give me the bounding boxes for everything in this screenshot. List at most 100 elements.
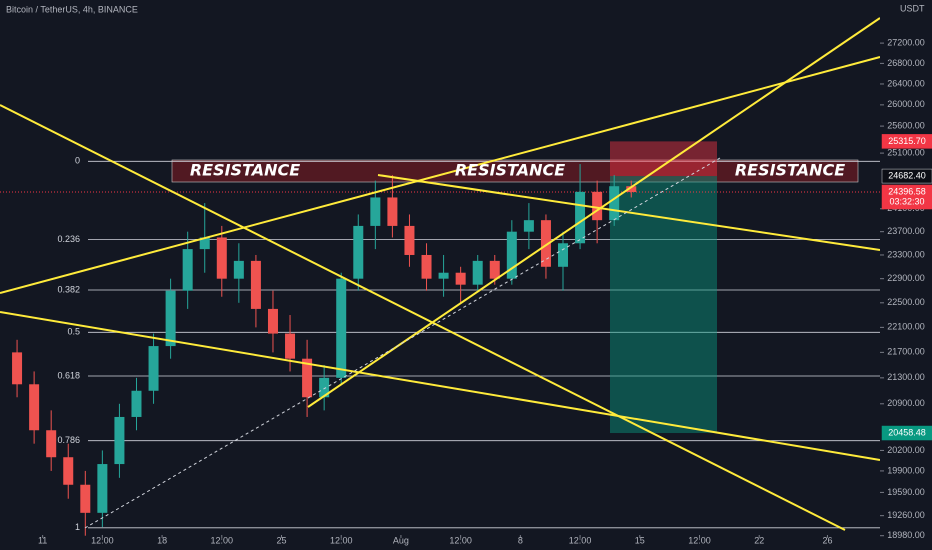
currency: USDT [900,3,925,13]
x-tick-label: 25 [276,535,286,545]
candle-body [540,220,551,267]
x-tick-label: 12:00 [211,535,234,545]
candle-body [506,231,517,279]
header-title: Bitcoin / TetherUS, 4h, BINANCE [6,4,138,14]
fib-label: 0.618 [57,370,80,380]
y-tick-label: 23300.00 [887,249,925,259]
candle-body [148,346,159,391]
y-tick-label: 22100.00 [887,322,925,332]
candle-body [302,358,313,398]
x-tick-label: 12:00 [449,535,472,545]
candle-body [592,191,603,221]
y-tick-label: 25600.00 [887,120,925,130]
candle-body [421,254,432,279]
price-tag-label: 24682.40 [888,170,926,180]
candle-body [267,308,278,334]
fib-label: 0.5 [67,327,80,337]
candle-body [114,416,125,465]
trend-line [377,174,881,251]
candle-body [336,278,347,378]
candle-body [609,186,620,221]
stop-zone [610,141,717,177]
trend-line [0,104,846,531]
candle-body [370,197,381,226]
y-tick-label: 25100.00 [887,147,925,157]
fib-label: 0 [75,156,80,166]
price-axis [880,0,932,550]
candle-body [319,377,330,398]
price-tag [881,425,932,441]
candle-body [63,457,74,485]
y-tick-label: 19590.00 [887,487,925,497]
x-tick-label: 12:00 [688,535,711,545]
candle-body [165,290,176,347]
price-tag [881,168,932,184]
candle-body [353,225,364,279]
candle-body [285,333,296,359]
resistance-label: RESISTANCE [735,161,845,180]
target-zone [610,176,717,434]
resistance-zone [171,159,859,183]
plot [12,164,637,536]
y-tick-label: 26000.00 [887,99,925,109]
candle-body [131,390,142,417]
candle-body [46,430,57,458]
fib-label: 0.236 [57,234,80,244]
x-tick-label: 8 [518,535,523,545]
y-tick-label: 20200.00 [887,445,925,455]
candle-body [216,237,227,279]
y-tick-label: 22900.00 [887,273,925,283]
candle-body [97,464,108,513]
resistance-label: RESISTANCE [455,161,565,180]
candle-body [438,272,449,279]
price-tag [881,134,932,149]
candle-body [455,272,466,285]
y-tick-label: 23700.00 [887,226,925,236]
y-tick-label: 21700.00 [887,347,925,357]
candle-body [575,191,586,244]
x-tick-label: 18 [157,535,167,545]
y-tick-label: 18980.00 [887,530,925,540]
x-tick-label: 12:00 [91,535,114,545]
price-tag-label: 25315.70 [888,136,926,146]
y-tick-label: 27200.00 [887,37,925,47]
y-tick-label: 19900.00 [887,465,925,475]
y-tick-label: 22500.00 [887,297,925,307]
y-tick-label: 26400.00 [887,78,925,88]
dashed-line [84,157,721,529]
y-tick-label: 21300.00 [887,372,925,382]
resistance-label: RESISTANCE [190,161,300,180]
fib-label: 0.382 [57,284,80,294]
candle-body [387,197,398,226]
price-tag-label: 20458.48 [888,427,926,437]
candle-body [29,384,40,431]
price-tag [881,184,932,210]
x-tick-label: 11 [38,535,47,545]
candle-body [233,260,244,279]
x-tick-label: 26 [822,535,832,545]
fib-label: 0.786 [57,435,80,445]
y-tick-label: 26800.00 [887,58,925,68]
trend-lines [0,17,881,531]
x-tick-label: 15 [635,535,645,545]
price-tag-label: 24396.58 [888,186,926,196]
x-tick-label: 22 [754,535,764,545]
x-tick-label: 12:00 [569,535,592,545]
candle-body [12,352,23,385]
trend-line [0,56,881,294]
candle-body [404,225,415,255]
candle-body [558,243,569,267]
fib-label: 1 [75,522,80,532]
y-tick-label: 20900.00 [887,398,925,408]
x-tick-label: 12:00 [330,535,353,545]
candle-body [250,260,261,309]
candle-body [199,237,210,250]
x-tick-label: Aug [393,535,409,545]
candle-body [626,186,637,193]
candle-body [472,260,483,285]
drawings-under [0,141,880,529]
candle-body [489,260,500,279]
trend-line [0,311,881,461]
